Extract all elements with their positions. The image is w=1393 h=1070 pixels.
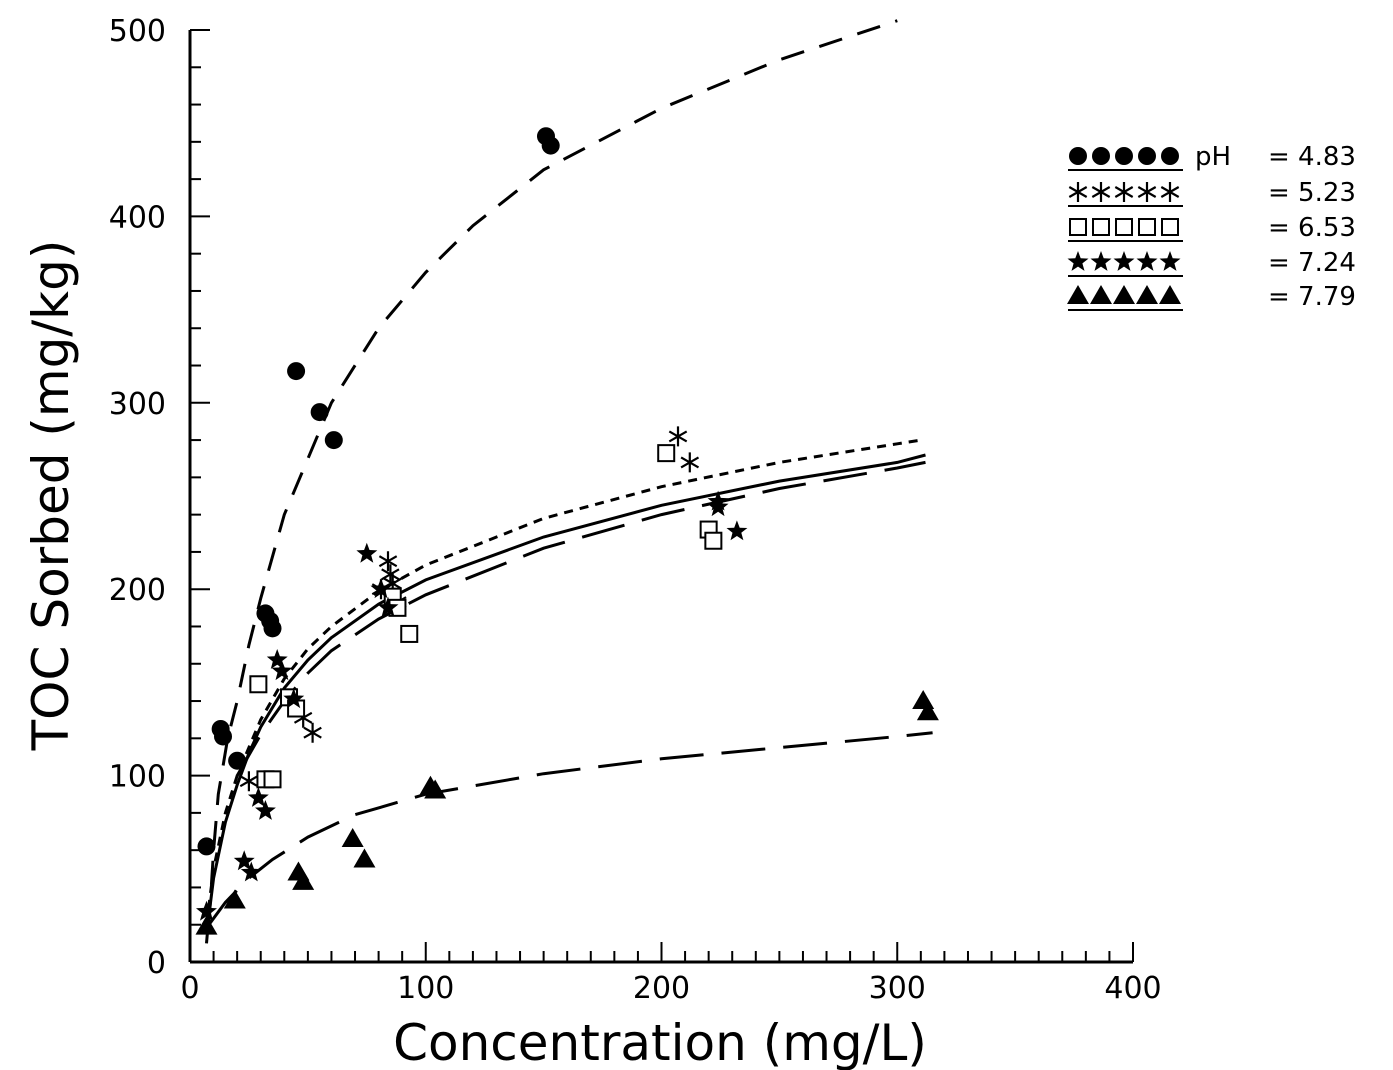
- y-tick-label: 400: [109, 200, 166, 235]
- legend-ph-label: pH: [1195, 142, 1231, 172]
- x-tick-label: 0: [180, 971, 199, 1006]
- legend-marker: [1159, 251, 1181, 271]
- data-point-ph-4-83: [324, 431, 343, 450]
- data-point-ph-7-24: [707, 496, 729, 517]
- legend-marker: [1067, 285, 1089, 304]
- data-point-ph-5-23: [381, 564, 400, 585]
- data-point-ph-4-83: [541, 136, 560, 155]
- data-point-ph-7-79: [292, 870, 315, 890]
- data-point-ph-6-53: [249, 675, 268, 694]
- y-axis-title: TOC Sorbed (mg/kg): [22, 240, 80, 752]
- data-point-ph-4-83: [228, 751, 247, 770]
- data-point-ph-5-23: [378, 551, 398, 572]
- y-tick-label: 300: [109, 387, 166, 422]
- legend-marker: [1114, 182, 1134, 202]
- legend-marker: [1092, 218, 1110, 236]
- data-point-ph-6-53: [657, 444, 676, 463]
- y-tick-label: 200: [109, 573, 166, 608]
- fit-curve-ph-6-53: [235, 460, 926, 777]
- fit-curve-ph-7-24: [205, 453, 926, 944]
- data-point-ph-7-79: [341, 827, 364, 847]
- y-tick-label: 0: [147, 946, 166, 981]
- legend-marker: [1161, 218, 1179, 236]
- data-point-ph-7-79: [916, 701, 939, 721]
- data-point-ph-7-79: [353, 848, 376, 868]
- legend-marker: [1115, 147, 1133, 165]
- fit-curve-ph-7-79: [207, 731, 933, 926]
- data-point-ph-7-24: [283, 688, 305, 709]
- legend-marker: [1090, 285, 1112, 304]
- data-point-ph-7-24: [196, 900, 217, 921]
- data-point-ph-7-24: [255, 800, 276, 820]
- fit-curve-ph-5-23: [205, 438, 922, 925]
- data-point-ph-4-83: [214, 727, 233, 746]
- legend: pH = 4.83 = 5.23 = 6.53 = 7.24 = 7.79: [1067, 142, 1356, 312]
- data-point-ph-4-83: [197, 837, 216, 856]
- y-tick-label: 100: [109, 760, 166, 795]
- legend-marker: [1092, 147, 1110, 165]
- data-point-ph-7-79: [223, 889, 246, 909]
- data-point-ph-7-24: [240, 861, 262, 882]
- legend-marker: [1160, 182, 1180, 202]
- data-point-ph-5-23: [239, 771, 259, 792]
- data-point-ph-7-24: [271, 660, 293, 681]
- data-point-ph-5-23: [303, 722, 322, 743]
- y-tick-label: 500: [109, 14, 166, 49]
- legend-marker: [1136, 251, 1158, 271]
- x-tick-label: 200: [633, 971, 690, 1006]
- data-point-ph-7-24: [247, 787, 269, 807]
- data-point-ph-6-53: [400, 624, 419, 643]
- data-point-ph-7-24: [726, 520, 748, 541]
- data-point-ph-5-23: [668, 426, 688, 447]
- data-point-ph-7-24: [266, 649, 288, 669]
- legend-marker: [1090, 251, 1112, 271]
- x-tick-label: 400: [1104, 971, 1161, 1006]
- data-point-ph-4-83: [287, 362, 306, 381]
- axes: 0 100 200 300 400 0 100 200 300 400 500: [109, 14, 1162, 1006]
- x-tick-label: 100: [397, 971, 454, 1006]
- data-point-ph-4-83: [263, 619, 282, 638]
- legend-value: = 5.23: [1268, 178, 1356, 208]
- data-point-ph-4-83: [310, 403, 329, 422]
- legend-value: = 4.83: [1268, 142, 1356, 172]
- fit-curve-ph-4-83: [207, 19, 898, 925]
- legend-marker: [1067, 251, 1089, 271]
- legend-marker: [1069, 147, 1087, 165]
- legend-value: = 6.53: [1268, 213, 1356, 243]
- fit-curves: [205, 19, 933, 944]
- legend-marker: [1115, 218, 1133, 236]
- legend-marker: [1159, 285, 1181, 304]
- data-point-ph-7-24: [356, 542, 378, 563]
- data-point-ph-7-24: [377, 596, 399, 617]
- legend-value: = 7.79: [1268, 282, 1356, 312]
- legend-marker: [1138, 218, 1156, 236]
- legend-marker: [1138, 147, 1156, 165]
- legend-marker: [1069, 218, 1087, 236]
- legend-marker: [1137, 182, 1157, 202]
- data-point-ph-6-53: [263, 770, 282, 789]
- legend-value: = 7.24: [1268, 248, 1356, 278]
- data-point-ph-5-23: [680, 452, 700, 473]
- legend-marker: [1113, 251, 1135, 271]
- legend-marker: [1161, 147, 1179, 165]
- legend-marker: [1136, 285, 1158, 304]
- data-point-ph-6-53: [704, 531, 723, 550]
- data-points: [195, 127, 939, 935]
- data-point-ph-7-24: [233, 850, 255, 871]
- data-point-ph-7-79: [424, 779, 447, 799]
- legend-marker: [1113, 285, 1135, 304]
- data-point-ph-7-24: [370, 578, 392, 599]
- legend-marker: [1091, 182, 1111, 202]
- data-point-ph-7-79: [912, 690, 935, 710]
- data-point-ph-7-79: [195, 915, 218, 935]
- legend-marker: [1068, 182, 1088, 202]
- x-tick-label: 300: [869, 971, 926, 1006]
- x-axis-title: Concentration (mg/L): [393, 1014, 927, 1070]
